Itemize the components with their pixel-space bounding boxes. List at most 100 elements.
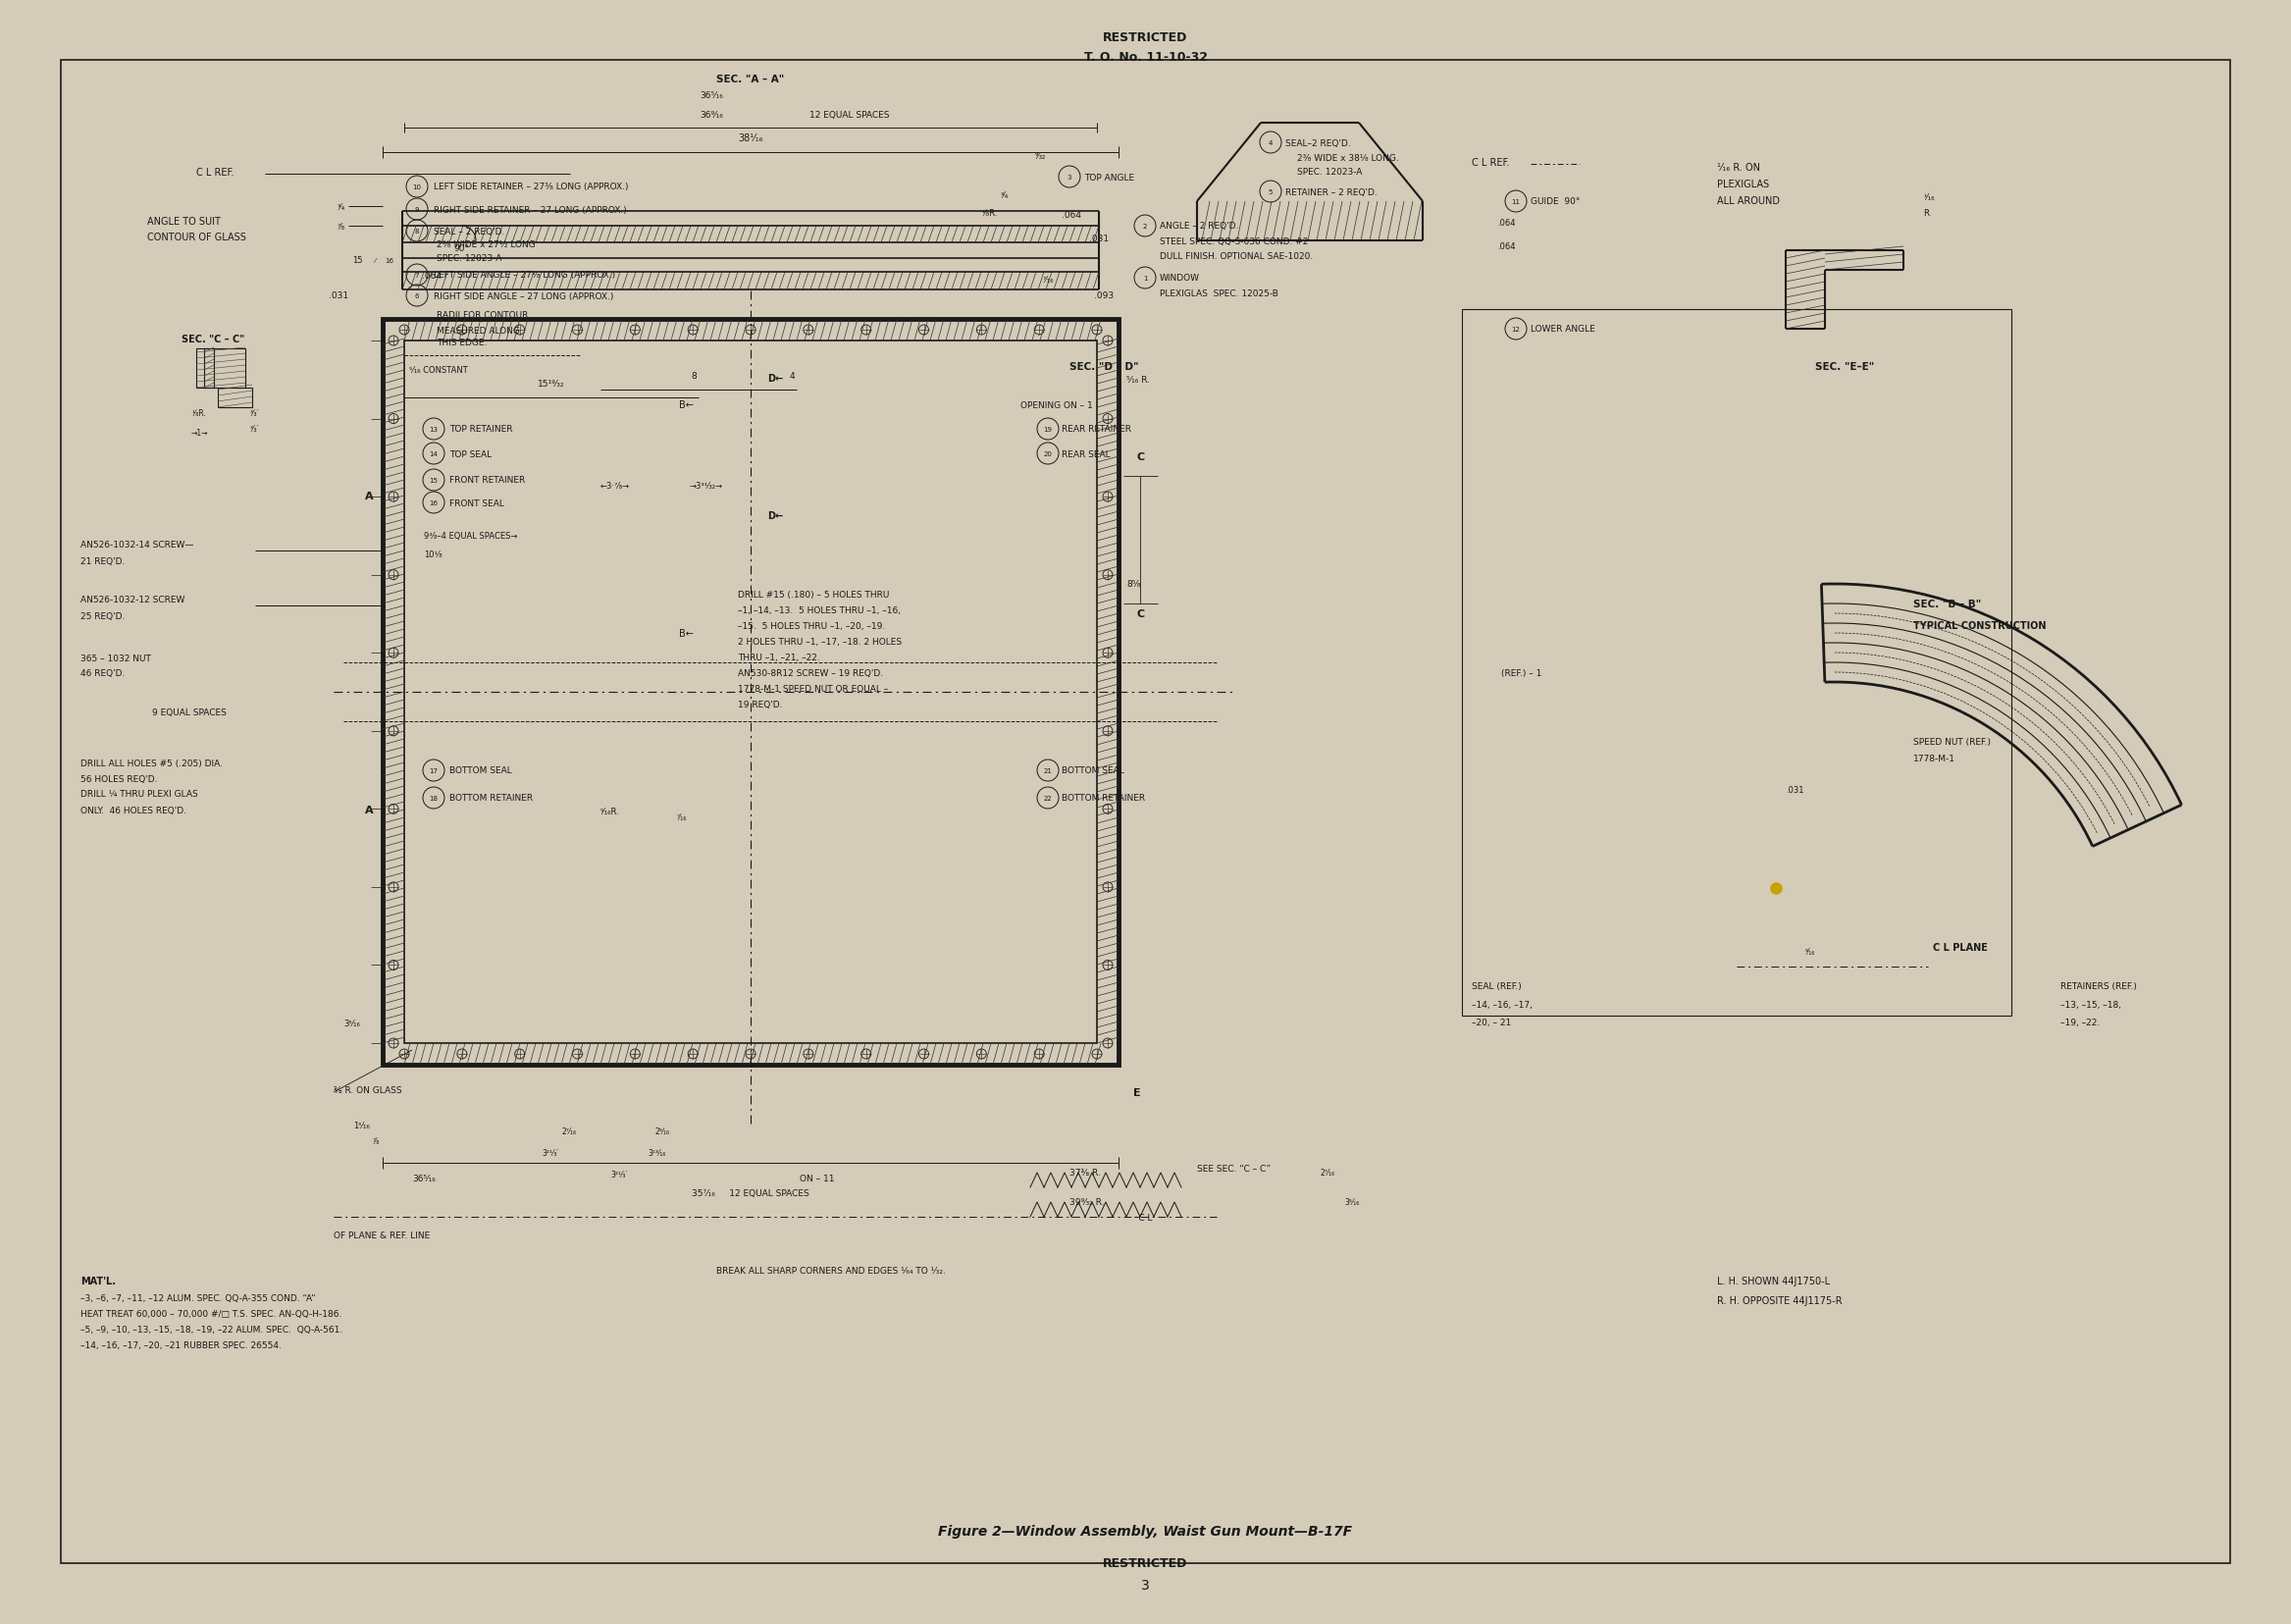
Bar xyxy=(1462,310,2011,1017)
Text: ONLY.  46 HOLES REQ'D.: ONLY. 46 HOLES REQ'D. xyxy=(80,806,186,815)
Text: RIGHT SIDE RETAINER – 27 LONG (APPROX.): RIGHT SIDE RETAINER – 27 LONG (APPROX.) xyxy=(433,206,628,214)
Text: GUIDE  90°: GUIDE 90° xyxy=(1530,198,1581,206)
Text: T. O. No. 11-10-32: T. O. No. 11-10-32 xyxy=(1084,50,1207,63)
Text: RESTRICTED: RESTRICTED xyxy=(1104,1557,1187,1569)
Text: 36⁹⁄₁₆: 36⁹⁄₁₆ xyxy=(699,110,724,119)
Text: SEAL (REF.): SEAL (REF.) xyxy=(1471,983,1521,991)
Text: 3²¹⁄₃′: 3²¹⁄₃′ xyxy=(609,1171,628,1179)
Text: PLEXIGLAS  SPEC. 12025-B: PLEXIGLAS SPEC. 12025-B xyxy=(1159,289,1278,297)
Text: ³⁄₄: ³⁄₄ xyxy=(1001,190,1008,200)
Text: AN530-8R12 SCREW – 19 REQ'D.: AN530-8R12 SCREW – 19 REQ'D. xyxy=(738,669,882,677)
Text: 365 – 1032 NUT: 365 – 1032 NUT xyxy=(80,653,151,663)
Text: 19: 19 xyxy=(1042,427,1052,432)
Text: ON – 11: ON – 11 xyxy=(800,1174,834,1184)
Text: .064: .064 xyxy=(1498,219,1514,227)
Text: 25 REQ'D.: 25 REQ'D. xyxy=(80,612,126,620)
Text: DULL FINISH. OPTIONAL SAE-1020.: DULL FINISH. OPTIONAL SAE-1020. xyxy=(1159,252,1313,260)
Text: TOP ANGLE: TOP ANGLE xyxy=(1084,174,1134,182)
Text: ─C L: ─C L xyxy=(1134,1213,1152,1221)
Text: .031: .031 xyxy=(1088,234,1109,242)
Text: 9 EQUAL SPACES: 9 EQUAL SPACES xyxy=(151,708,227,716)
Text: SEE SEC. “C – C”: SEE SEC. “C – C” xyxy=(1196,1163,1272,1173)
Text: 4: 4 xyxy=(788,372,795,382)
Text: C L REF.: C L REF. xyxy=(197,167,234,177)
Text: SEC. "A – A": SEC. "A – A" xyxy=(717,75,784,84)
Text: SEC. "E–E": SEC. "E–E" xyxy=(1814,362,1874,372)
Text: THRU –1, –21, –22.: THRU –1, –21, –22. xyxy=(738,653,820,661)
Text: REAR RETAINER: REAR RETAINER xyxy=(1061,425,1132,434)
Text: 46 REQ'D.: 46 REQ'D. xyxy=(80,669,126,679)
Text: 16: 16 xyxy=(428,500,438,507)
Text: 37⅜ R.: 37⅜ R. xyxy=(1070,1169,1100,1177)
Text: .064: .064 xyxy=(422,271,442,279)
Text: ⁹⁄₃₂: ⁹⁄₃₂ xyxy=(1036,151,1045,161)
Text: 6: 6 xyxy=(415,294,419,299)
Text: ¹⁄₈R.: ¹⁄₈R. xyxy=(192,409,206,417)
Text: ⁵⁄₁₆ R.: ⁵⁄₁₆ R. xyxy=(1127,377,1150,385)
Text: MEASURED ALONG: MEASURED ALONG xyxy=(438,326,520,335)
Text: D←: D← xyxy=(767,512,784,521)
Text: 3²¹⁄₃′: 3²¹⁄₃′ xyxy=(541,1148,559,1158)
Text: SEC. "C – C": SEC. "C – C" xyxy=(181,335,245,344)
Text: BOTTOM SEAL: BOTTOM SEAL xyxy=(449,767,511,775)
Text: DRILL ALL HOLES #5 (.205) DIA.: DRILL ALL HOLES #5 (.205) DIA. xyxy=(80,758,222,768)
Text: E: E xyxy=(1134,1088,1141,1098)
Text: 2 HOLES THRU –1, –17, –18. 2 HOLES: 2 HOLES THRU –1, –17, –18. 2 HOLES xyxy=(738,637,903,646)
Text: SEC. "D – D": SEC. "D – D" xyxy=(1070,362,1139,372)
Text: 3¹³⁄₁₆: 3¹³⁄₁₆ xyxy=(648,1148,667,1158)
Text: 12 EQUAL SPACES: 12 EQUAL SPACES xyxy=(809,110,889,119)
Text: LEFT SIDE RETAINER – 27³⁄₈ LONG (APPROX.): LEFT SIDE RETAINER – 27³⁄₈ LONG (APPROX.… xyxy=(433,184,628,192)
Text: BREAK ALL SHARP CORNERS AND EDGES ¹⁄₆₄ TO ¹⁄₃₂.: BREAK ALL SHARP CORNERS AND EDGES ¹⁄₆₄ T… xyxy=(717,1267,946,1275)
Text: 17: 17 xyxy=(428,768,438,773)
Text: –13, –15, –18,: –13, –15, –18, xyxy=(2060,1000,2121,1009)
Text: FRONT SEAL: FRONT SEAL xyxy=(449,499,504,507)
Text: →1→: →1→ xyxy=(192,429,208,437)
Text: 1⁵⁄₁₆: 1⁵⁄₁₆ xyxy=(353,1122,369,1130)
Text: 14: 14 xyxy=(428,451,438,456)
Text: 18: 18 xyxy=(428,796,438,801)
Text: REAR SEAL: REAR SEAL xyxy=(1061,450,1111,458)
Text: ³⁄₃′: ³⁄₃′ xyxy=(250,409,259,417)
Text: –5, –9, –10, –13, –15, –18, –19, –22 ALUM. SPEC.  QQ-A-561.: –5, –9, –10, –13, –15, –18, –19, –22 ALU… xyxy=(80,1325,344,1335)
Text: CONTOUR OF GLASS: CONTOUR OF GLASS xyxy=(147,232,245,242)
Text: ¹⁄₁₆ R. ON: ¹⁄₁₆ R. ON xyxy=(1716,162,1759,172)
Text: 56 HOLES REQ'D.: 56 HOLES REQ'D. xyxy=(80,775,158,783)
Text: ⁷⁄₁₆: ⁷⁄₁₆ xyxy=(678,814,687,822)
Text: (REF.) – 1: (REF.) – 1 xyxy=(1501,669,1542,677)
Text: 35⁷⁄₁₆     12 EQUAL SPACES: 35⁷⁄₁₆ 12 EQUAL SPACES xyxy=(692,1189,809,1197)
Text: 2³⁄₈ WIDE x 27¹⁄₂ LONG: 2³⁄₈ WIDE x 27¹⁄₂ LONG xyxy=(438,240,536,250)
Text: RADII FOR CONTOUR: RADII FOR CONTOUR xyxy=(438,312,529,320)
Text: 12: 12 xyxy=(1512,326,1521,333)
Text: ⅜ R. ON GLASS: ⅜ R. ON GLASS xyxy=(334,1085,401,1095)
Text: BOTTOM RETAINER: BOTTOM RETAINER xyxy=(449,794,534,802)
Text: 36⁵⁄₁₆: 36⁵⁄₁₆ xyxy=(412,1174,435,1184)
Text: 36⁵⁄₁₆: 36⁵⁄₁₆ xyxy=(699,91,724,99)
Text: 9³⁄₈–4 EQUAL SPACES→: 9³⁄₈–4 EQUAL SPACES→ xyxy=(424,531,518,539)
Text: THIS EDGE.: THIS EDGE. xyxy=(438,339,488,348)
Text: LOWER ANGLE: LOWER ANGLE xyxy=(1530,325,1595,335)
Text: 8: 8 xyxy=(692,372,696,382)
Text: MAT'L.: MAT'L. xyxy=(80,1276,117,1286)
Text: –1, –14, –13.  5 HOLES THRU –1, –16,: –1, –14, –13. 5 HOLES THRU –1, –16, xyxy=(738,606,900,614)
Text: A: A xyxy=(364,492,373,502)
Text: HEAT TREAT 60,000 – 70,000 #/□ T.S. SPEC. AN-QQ-H-186.: HEAT TREAT 60,000 – 70,000 #/□ T.S. SPEC… xyxy=(80,1309,341,1319)
Text: ←3·⁷⁄₈→: ←3·⁷⁄₈→ xyxy=(600,482,630,490)
Text: ³⁄₄: ³⁄₄ xyxy=(337,203,346,211)
Text: FRONT RETAINER: FRONT RETAINER xyxy=(449,476,525,486)
Text: L. H. SHOWN 44J1750-L: L. H. SHOWN 44J1750-L xyxy=(1716,1276,1831,1286)
Text: RETAINER – 2 REQ'D.: RETAINER – 2 REQ'D. xyxy=(1285,188,1377,197)
Text: DRILL #15 (.180) – 5 HOLES THRU: DRILL #15 (.180) – 5 HOLES THRU xyxy=(738,590,889,599)
Text: ⁵⁄₁₆R.: ⁵⁄₁₆R. xyxy=(600,807,621,817)
Text: 2⁹⁄₁₆: 2⁹⁄₁₆ xyxy=(655,1127,669,1137)
Text: 10¹⁄₈: 10¹⁄₈ xyxy=(424,551,442,560)
Text: C: C xyxy=(1136,451,1143,461)
Text: ⁹⁄₁₆: ⁹⁄₁₆ xyxy=(1805,948,1814,957)
Text: ⁷⁄₁₆: ⁷⁄₁₆ xyxy=(1042,276,1054,284)
Text: ANGLE TO SUIT: ANGLE TO SUIT xyxy=(147,216,220,226)
Text: B←: B← xyxy=(678,628,694,638)
Text: ⁷⁄₈: ⁷⁄₈ xyxy=(373,1137,380,1147)
Text: 1778-M-1: 1778-M-1 xyxy=(1913,755,1957,763)
Text: ANGLE – 2 REQ'D.: ANGLE – 2 REQ'D. xyxy=(1159,222,1239,231)
Text: SEC. "B – B": SEC. "B – B" xyxy=(1913,599,1982,609)
Text: 11: 11 xyxy=(1512,200,1521,205)
